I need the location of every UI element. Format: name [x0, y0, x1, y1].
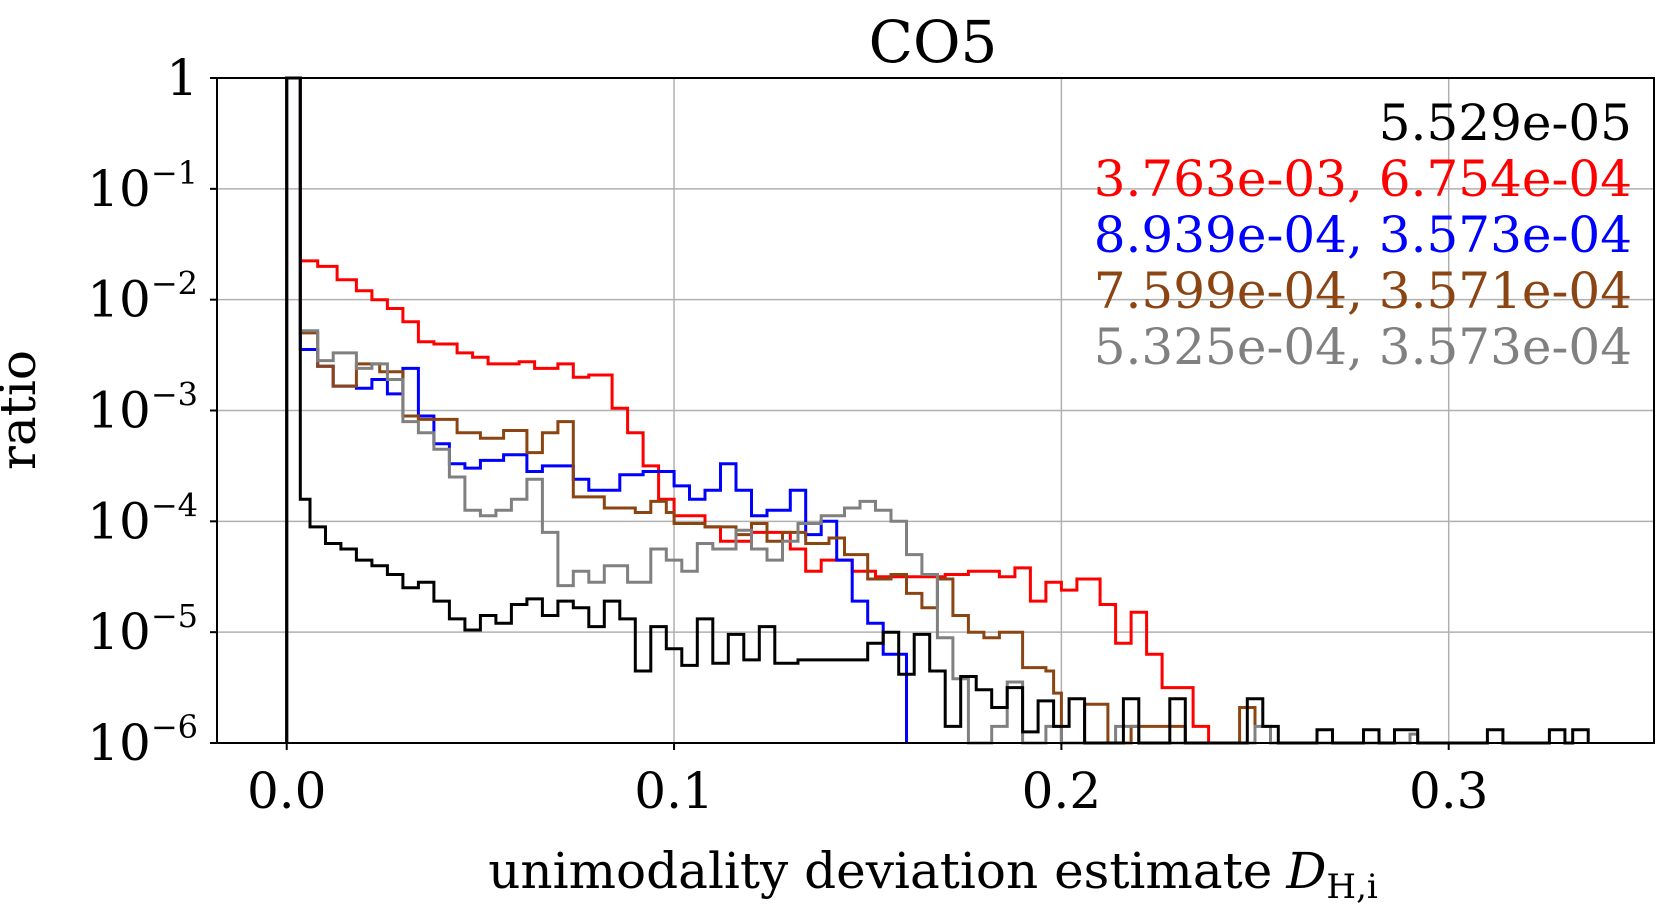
legend-entry-1: 3.763e-03, 6.754e-04 [1094, 150, 1632, 208]
series-black-line [285, 76, 1590, 745]
y-axis-ticks: 1 10−1 10−2 10−3 10−4 10−5 10−6 [87, 49, 217, 772]
x-axis-label-subscript: H,i [1326, 867, 1377, 907]
series-group [285, 76, 1590, 745]
legend-entry-2: 8.939e-04, 3.573e-04 [1094, 206, 1632, 264]
chart-title: CO5 [869, 8, 998, 76]
legend: 5.529e-053.763e-03, 6.754e-048.939e-04, … [1094, 94, 1632, 376]
x-axis-ticks: 0.0 0.1 0.2 0.3 [247, 743, 1489, 820]
x-axis-label: unimodality deviation estimate DH,i [488, 842, 1378, 907]
x-axis-label-symbol: D [1285, 842, 1326, 900]
x-tick-label-0: 0.0 [247, 762, 327, 820]
y-tick-label-3: 10−3 [87, 376, 198, 440]
y-axis-label: ratio [0, 350, 47, 470]
y-tick-label-4: 10−4 [87, 486, 198, 550]
series-blue-line [285, 76, 908, 743]
legend-entry-0: 5.529e-05 [1379, 94, 1632, 152]
x-tick-label-2: 0.2 [1022, 762, 1102, 820]
y-tick-label-6: 10−6 [87, 708, 198, 772]
x-axis-label-text: unimodality deviation estimate [488, 842, 1272, 900]
series-gray-line [285, 76, 1420, 745]
series-brown-line [285, 76, 1257, 745]
y-tick-label-1: 10−1 [87, 154, 198, 218]
x-tick-label-3: 0.3 [1409, 762, 1489, 820]
y-tick-label-5: 10−5 [87, 597, 198, 661]
legend-entry-3: 7.599e-04, 3.571e-04 [1094, 262, 1632, 320]
y-tick-label-2: 10−2 [87, 265, 198, 329]
y-tick-label-0: 1 [166, 49, 198, 107]
series-red-line [285, 76, 1211, 743]
x-tick-label-1: 0.1 [634, 762, 714, 820]
legend-entry-4: 5.325e-04, 3.573e-04 [1094, 318, 1632, 376]
